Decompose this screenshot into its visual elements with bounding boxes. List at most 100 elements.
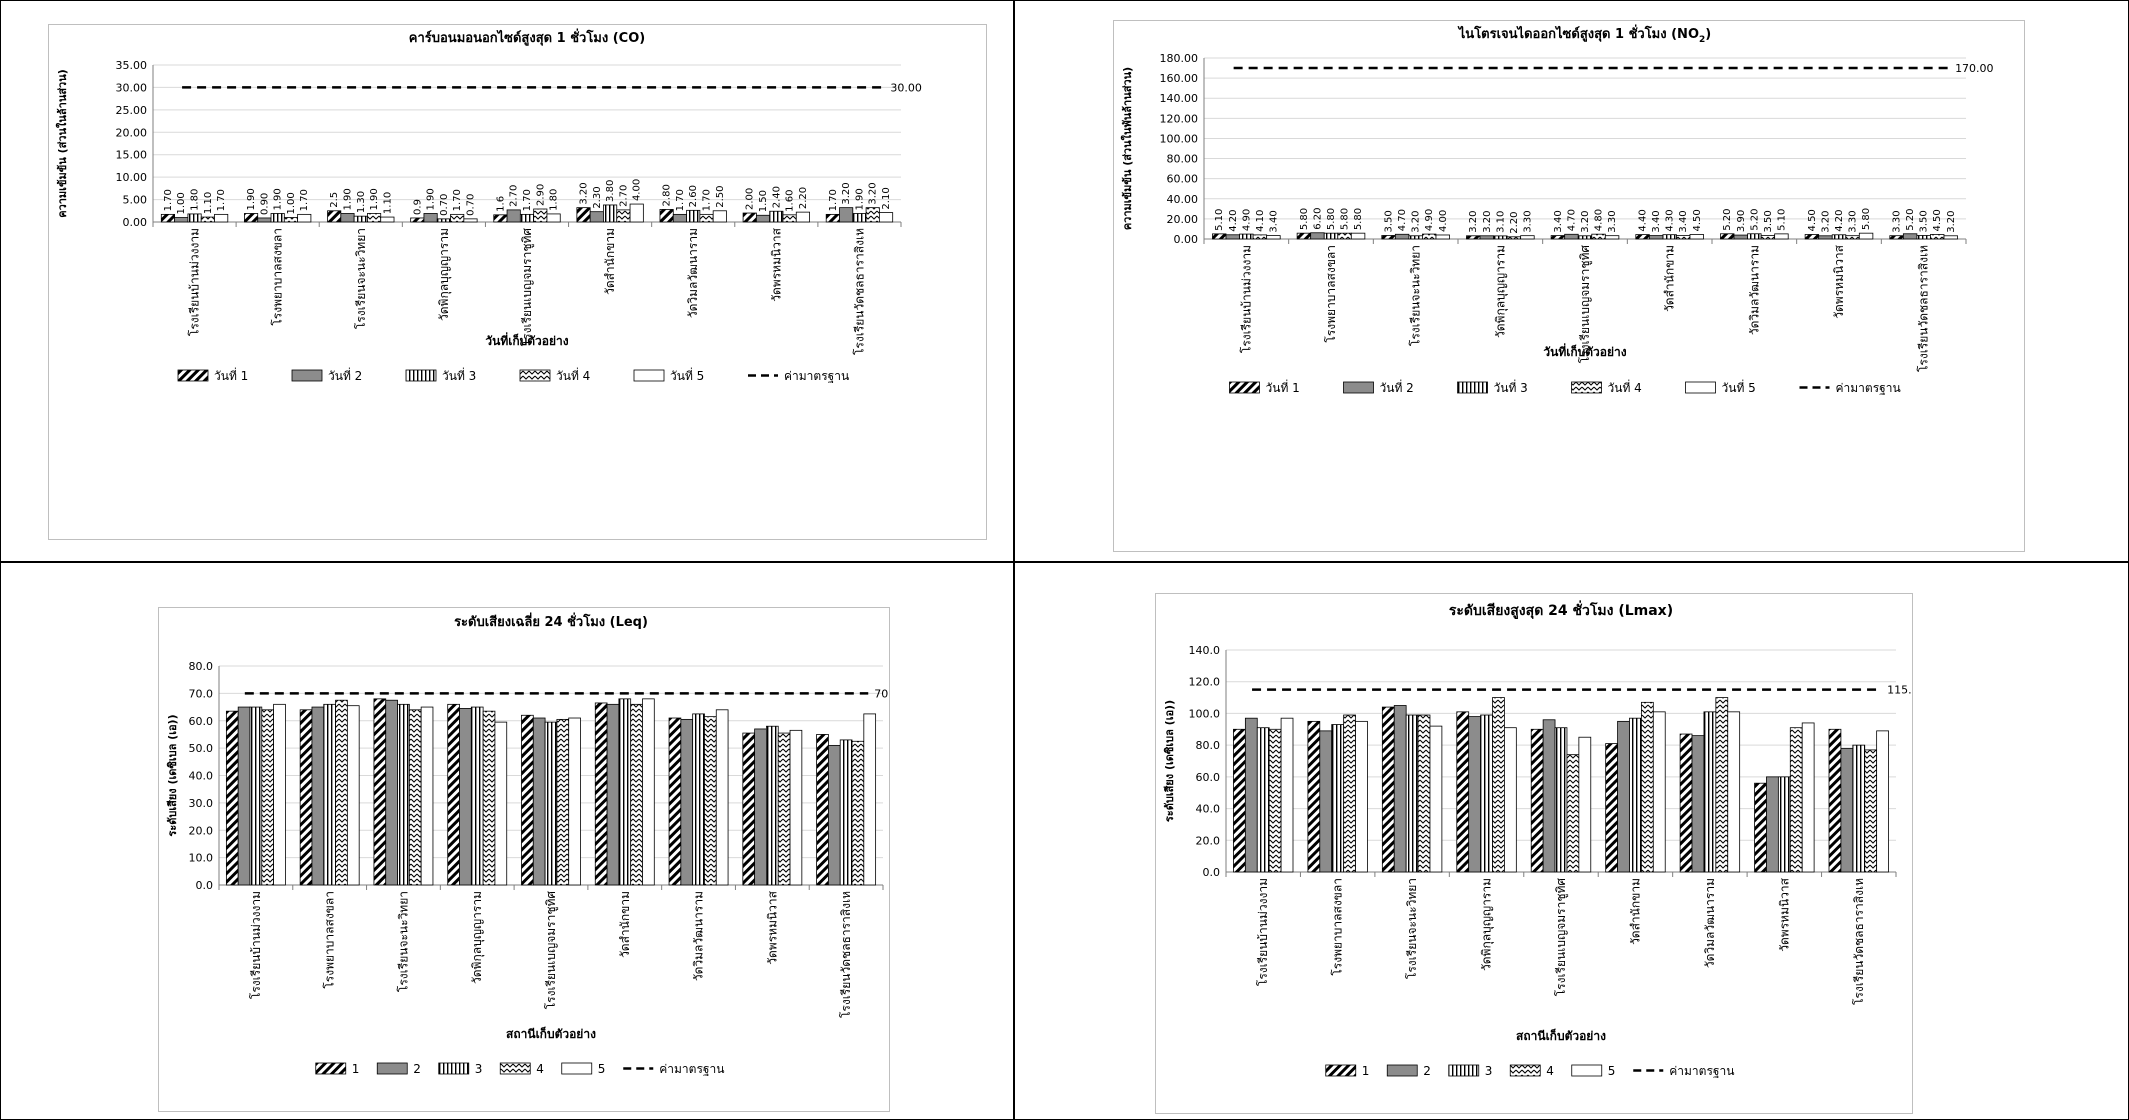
bar-value-label: 4.70 — [1566, 209, 1577, 231]
bar — [493, 214, 508, 223]
bar — [261, 709, 274, 886]
legend-swatch — [1386, 1064, 1418, 1077]
legend-item: 4 — [1509, 1064, 1554, 1078]
bar — [789, 729, 803, 886]
bar-value-label: 2.20 — [1509, 212, 1520, 234]
bar — [1296, 232, 1312, 240]
bar-value-label: 1.00 — [286, 192, 297, 214]
bar — [699, 213, 714, 223]
x-tick-label: วัดพรหมนิวาส — [769, 227, 783, 301]
x-tick-label: โรงพยาบาลสงขลา — [271, 228, 285, 326]
x-tick-label: วัดพรหมนิวาส — [1832, 244, 1846, 318]
bar — [865, 207, 880, 223]
bar — [373, 698, 387, 886]
x-tick-label: โรงเรียนวัดชลธาราสิงเห — [1917, 245, 1931, 372]
bar — [878, 212, 894, 223]
chart-svg: ระดับเสียงเฉลี่ย 24 ชั่วโมง (Leq) 0.0 10.0… — [166, 612, 889, 1076]
legend-label: 1 — [1362, 1064, 1370, 1078]
bar — [1916, 235, 1931, 240]
bar — [795, 211, 810, 223]
legend-label: วันที่ 4 — [1608, 379, 1642, 395]
legend-label: วันที่ 5 — [670, 367, 704, 383]
bar-value-label: 1.00 — [176, 192, 187, 214]
bar — [1520, 235, 1535, 240]
y-axis-label: ระดับเสียง (เดซิเบล (เอ)) — [166, 714, 179, 836]
bar-value-label: 5.10 — [1214, 209, 1225, 231]
legend-label: 3 — [1485, 1064, 1493, 1078]
bar-value-label: 1.70 — [452, 189, 463, 211]
chart-title: ระดับเสียงสูงสุด 24 ชั่วโมง (Lmax) — [1449, 600, 1673, 619]
bar — [1801, 722, 1815, 873]
bar-value-label: 1.70 — [828, 189, 839, 211]
bar — [1350, 232, 1366, 240]
bar-value-label: 5.20 — [1722, 209, 1733, 231]
frame-divider-vertical — [1013, 0, 1015, 1120]
bar — [450, 213, 465, 223]
bar — [1456, 711, 1470, 873]
legend-item: วันที่ 5 — [1685, 379, 1756, 395]
bar — [1566, 754, 1580, 873]
x-tick-label: โรงเรียนบ้านม่วงงาม — [188, 228, 202, 336]
bar-value-label: 4.40 — [1638, 209, 1649, 231]
legend-swatch — [519, 369, 551, 382]
bar — [1381, 235, 1396, 240]
bar-value-label: 0.70 — [439, 194, 450, 216]
bar-value-label: 1.80 — [549, 189, 560, 211]
bar — [1789, 727, 1803, 873]
bar — [532, 717, 546, 886]
bar — [1394, 233, 1410, 240]
y-tick-label: 30.00 — [116, 81, 148, 94]
legend-label: 4 — [536, 1062, 544, 1076]
x-tick-label: วัดพิกุลบุญญาราม — [437, 228, 452, 321]
bar-value-label: 2.20 — [798, 187, 809, 209]
legend-label: ค่ามาตรฐาน — [1669, 1064, 1734, 1078]
legend-swatch — [633, 369, 665, 382]
x-tick-label: โรงเรียนจะนะวิทยา — [396, 891, 410, 992]
x-axis-label: สถานีเก็บตัวอย่าง — [506, 1026, 596, 1041]
bar — [1902, 233, 1918, 240]
bar — [1840, 747, 1854, 873]
legend-label: วันที่ 1 — [214, 367, 248, 383]
bar — [852, 213, 867, 223]
legend-item: 5 — [561, 1062, 605, 1076]
bar-value-label: 1.70 — [216, 189, 227, 211]
bar — [327, 210, 342, 223]
bar-value-label: 5.20 — [1905, 209, 1916, 231]
bar — [603, 204, 618, 223]
y-tick-label: 20.0 — [1196, 834, 1221, 847]
legend-label: วันที่ 3 — [442, 367, 476, 383]
bar-value-label: 1.90 — [342, 188, 353, 210]
x-tick-label: วัดวิมลวัฒนาราม — [692, 891, 706, 981]
x-tick-label: โรงเรียนบ้านม่วงงาม — [249, 891, 263, 999]
bar — [1466, 235, 1481, 240]
bar — [1930, 234, 1945, 240]
bar — [1715, 697, 1729, 873]
bar — [174, 217, 189, 223]
bar-value-label: 4.10 — [1255, 210, 1266, 232]
bar — [1530, 728, 1544, 873]
no2-chart-panel: ไนโตรเจนไดออกไซด์สูงสุด 1 ชั่วโมง (NO2) 0… — [1113, 20, 2025, 552]
bar-value-label: 3.30 — [1848, 210, 1859, 232]
bar — [1225, 234, 1240, 240]
bar — [754, 728, 767, 886]
bar — [1648, 235, 1664, 240]
bar-value-label: 3.20 — [868, 182, 879, 204]
bar — [742, 212, 757, 223]
bar — [715, 709, 729, 886]
bar — [1691, 735, 1705, 873]
y-tick-label: 20.00 — [1167, 213, 1199, 226]
bar — [1268, 728, 1282, 873]
bar — [1605, 743, 1618, 873]
y-tick-label: 70.0 — [189, 687, 214, 700]
bar-value-label: 1.70 — [163, 189, 174, 211]
bar — [704, 716, 717, 886]
y-tick-label: 0.0 — [1203, 866, 1221, 879]
bar-value-label: 3.20 — [841, 182, 852, 204]
bar — [1343, 714, 1356, 873]
x-tick-label: โรงเรียนวัดชลธาราสิงเห — [839, 891, 853, 1018]
bar-value-label: 1.70 — [675, 189, 686, 211]
legend-label: 1 — [352, 1062, 360, 1076]
standard-value-label: 30.00 — [890, 81, 922, 94]
bar — [1640, 701, 1654, 873]
chart-title: ไนโตรเจนไดออกไซด์สูงสุด 1 ชั่วโมง (NO2) — [1457, 24, 1711, 45]
